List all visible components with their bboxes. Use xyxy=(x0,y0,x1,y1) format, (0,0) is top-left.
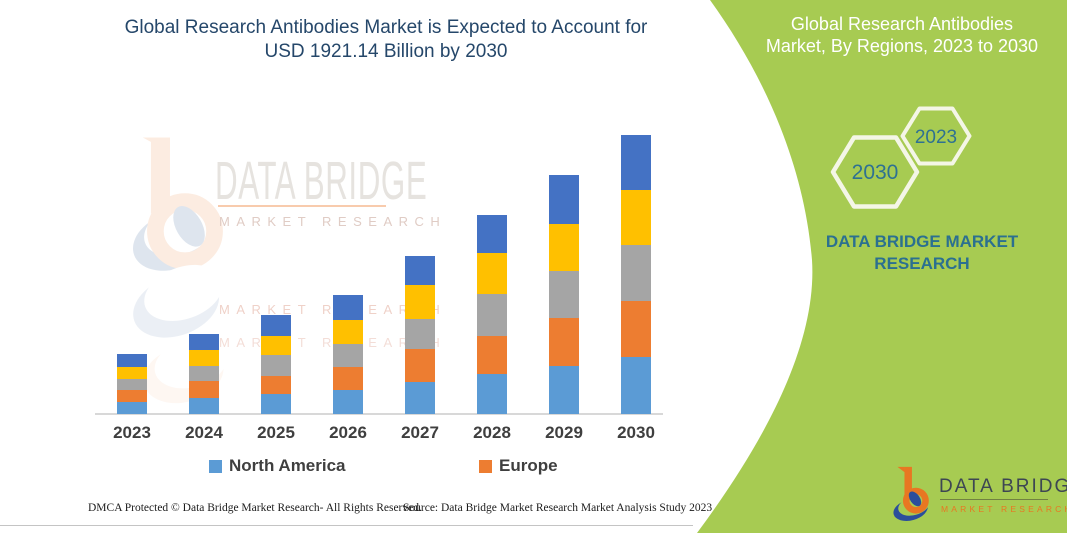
bar-segment-unlabeled-yellow xyxy=(117,367,147,379)
panel-heading-line1: Global Research Antibodies xyxy=(790,14,1014,34)
bar-segment-unlabeled-gray xyxy=(333,344,363,367)
legend-swatch-north-america xyxy=(209,459,222,473)
watermark-subtext: MARKET RESEARCH xyxy=(219,214,447,229)
bar-segment-europe xyxy=(261,376,291,394)
bar-segment-europe xyxy=(549,318,579,366)
footer-source-text: Source: Data Bridge Market Research Mark… xyxy=(403,502,713,514)
bar-2029 xyxy=(549,175,579,414)
panel-brand-name: DATA BRIDGE MARKET RESEARCH xyxy=(807,231,1037,275)
x-axis-label-2030: 2030 xyxy=(617,423,655,442)
bar-segment-europe xyxy=(477,336,507,374)
x-axis-label-2026: 2026 xyxy=(329,423,367,442)
bar-segment-europe xyxy=(189,381,219,398)
bar-segment-europe xyxy=(405,349,435,382)
x-axis-label-2029: 2029 xyxy=(545,423,583,442)
bar-segment-unlabeled-dark-blue xyxy=(621,135,651,190)
bar-segment-unlabeled-dark-blue xyxy=(117,354,147,367)
panel-heading: Global Research Antibodies Market, By Re… xyxy=(757,13,1047,57)
bar-segment-unlabeled-gray xyxy=(621,245,651,301)
bar-2030 xyxy=(621,135,651,414)
panel-brand-line1: DATA BRIDGE MARKET xyxy=(825,232,1019,251)
footer-dmca-text: DMCA Protected © Data Bridge Market Rese… xyxy=(88,502,422,514)
x-axis-label-2024: 2024 xyxy=(185,423,223,442)
bar-2028 xyxy=(477,215,507,414)
chart-title: Global Research Antibodies Market is Exp… xyxy=(80,16,692,64)
legend-swatch-europe xyxy=(479,459,492,473)
legend-label-north-america: North America xyxy=(229,456,346,475)
bar-segment-unlabeled-dark-blue xyxy=(477,215,507,253)
bar-segment-europe xyxy=(117,390,147,402)
bar-segment-unlabeled-dark-blue xyxy=(549,175,579,224)
bar-segment-unlabeled-gray xyxy=(261,355,291,376)
hexagon-small-label: 2023 xyxy=(915,127,957,148)
watermark-subtext-faint: MARKET RESEARCH xyxy=(219,302,447,317)
bar-segment-unlabeled-dark-blue xyxy=(189,334,219,350)
company-logo-icon xyxy=(893,466,930,521)
bar-segment-north-america xyxy=(549,366,579,414)
bar-segment-unlabeled-yellow xyxy=(549,224,579,271)
bar-segment-unlabeled-dark-blue xyxy=(333,295,363,320)
bar-2026 xyxy=(333,295,363,414)
x-axis-line xyxy=(95,413,663,415)
x-axis-label-2028: 2028 xyxy=(473,423,511,442)
bar-segment-north-america xyxy=(261,394,291,414)
bar-segment-north-america xyxy=(333,390,363,414)
hexagon-large xyxy=(830,135,920,209)
x-axis-label-2023: 2023 xyxy=(113,423,151,442)
bar-segment-unlabeled-yellow xyxy=(405,285,435,319)
legend-label-europe: Europe xyxy=(499,456,558,475)
bar-segment-north-america xyxy=(477,374,507,414)
x-axis-label-2025: 2025 xyxy=(257,423,295,442)
bar-segment-unlabeled-dark-blue xyxy=(261,315,291,336)
bar-segment-north-america xyxy=(405,382,435,414)
bar-segment-unlabeled-yellow xyxy=(261,336,291,355)
bar-segment-north-america xyxy=(189,398,219,414)
bar-segment-unlabeled-gray xyxy=(549,271,579,318)
bar-2027 xyxy=(405,256,435,414)
chart-title-line2: USD 1921.14 Billion by 2030 xyxy=(264,41,508,62)
legend-item-north-america: North America xyxy=(209,456,346,476)
company-logo-tagline: MARKET RESEARCH xyxy=(941,504,1067,514)
hexagon-small xyxy=(900,106,972,166)
bar-segment-unlabeled-gray xyxy=(477,294,507,336)
bar-segment-north-america xyxy=(117,402,147,414)
watermark-underline xyxy=(218,205,386,207)
watermark-wordmark: DATA BRIDGE xyxy=(215,151,428,211)
bar-segment-unlabeled-gray xyxy=(405,319,435,349)
hexagon-large-label: 2030 xyxy=(852,161,899,184)
bar-segment-unlabeled-dark-blue xyxy=(405,256,435,285)
bar-segment-unlabeled-yellow xyxy=(333,320,363,344)
x-axis-label-2027: 2027 xyxy=(401,423,439,442)
chart-title-line1: Global Research Antibodies Market is Exp… xyxy=(124,17,648,38)
panel-brand-line2: RESEARCH xyxy=(874,254,970,273)
company-logo-underline xyxy=(940,499,1048,500)
bar-segment-unlabeled-yellow xyxy=(189,350,219,366)
panel-heading-line2: Market, By Regions, 2023 to 2030 xyxy=(765,36,1039,56)
footer-divider-line xyxy=(0,525,693,526)
bar-segment-unlabeled-yellow xyxy=(477,253,507,294)
bar-segment-unlabeled-gray xyxy=(117,379,147,390)
bar-2023 xyxy=(117,354,147,414)
bar-segment-unlabeled-yellow xyxy=(621,190,651,245)
bar-segment-north-america xyxy=(621,357,651,414)
legend-item-europe: Europe xyxy=(479,456,558,476)
bar-2024 xyxy=(189,334,219,414)
bar-segment-unlabeled-gray xyxy=(189,366,219,381)
bar-2025 xyxy=(261,315,291,414)
company-logo-name: DATA BRIDGE xyxy=(939,476,1067,497)
bar-segment-europe xyxy=(621,301,651,357)
hexagon-graphic: 2030 2023 xyxy=(830,106,972,209)
bar-segment-europe xyxy=(333,367,363,390)
